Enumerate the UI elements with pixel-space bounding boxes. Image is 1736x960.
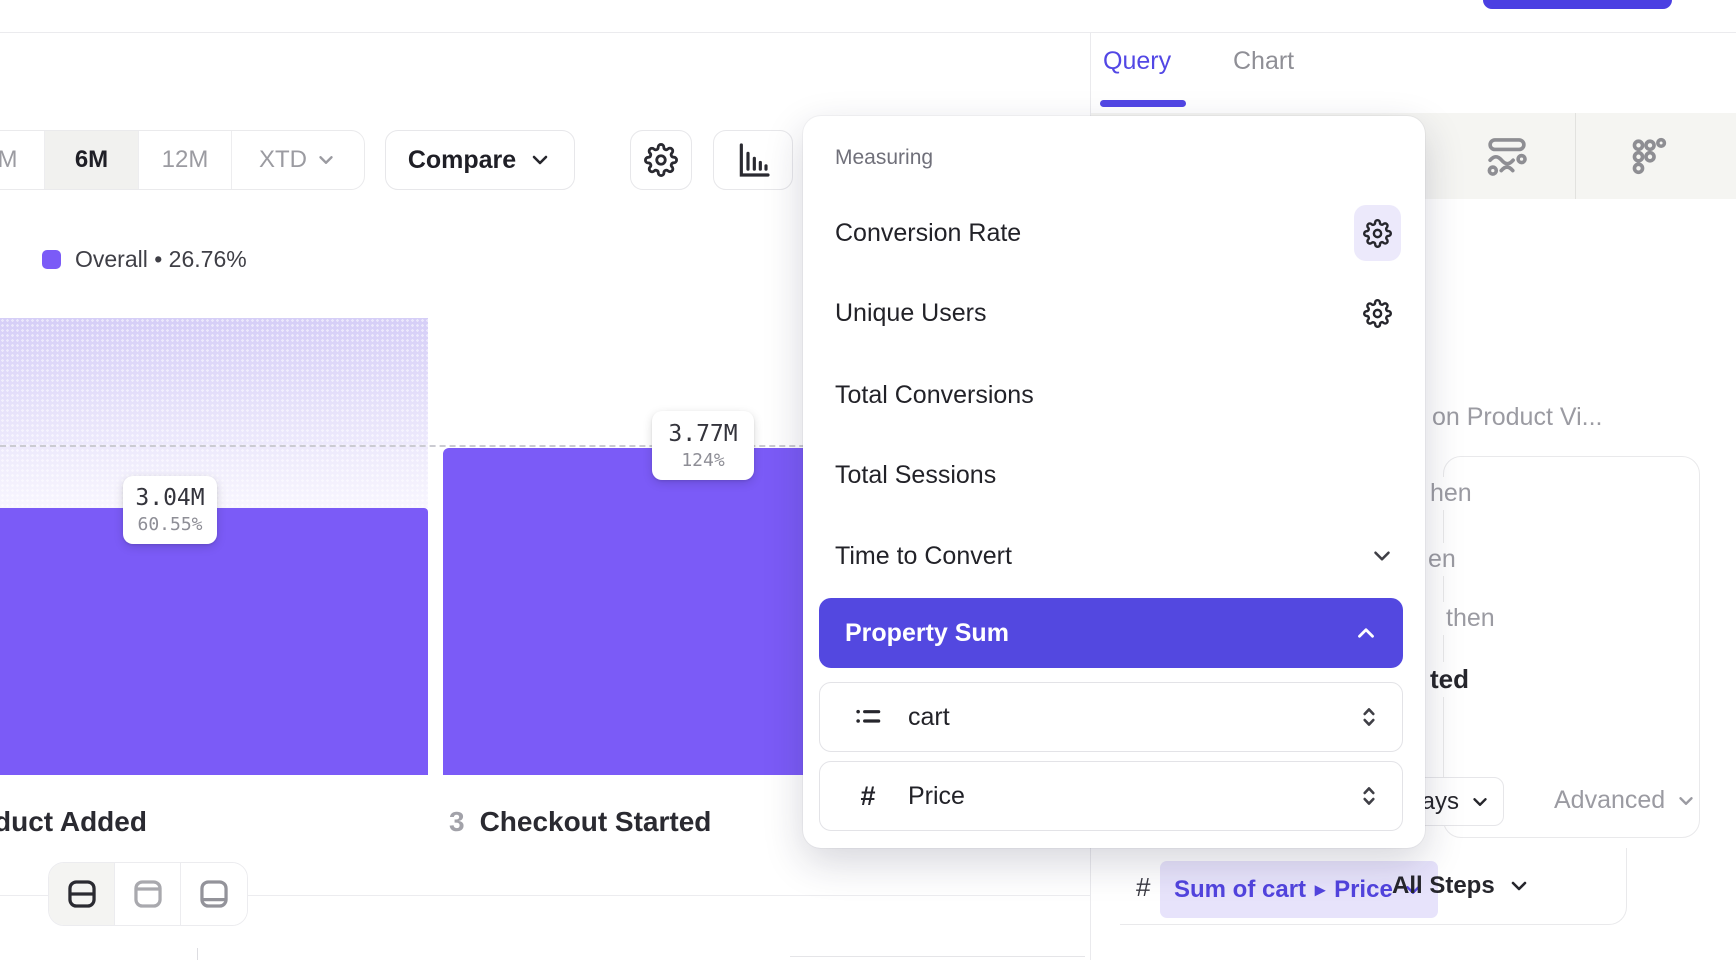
table-tick-fragment — [197, 948, 198, 960]
layout-bottom-bar-button[interactable] — [181, 863, 247, 925]
chart-settings-button[interactable] — [630, 130, 692, 190]
funnel-bar-ghost-product-added — [0, 318, 428, 508]
tab-query-underline — [1100, 100, 1186, 107]
date-range-segmented-control: M 6M 12M XTD — [0, 130, 365, 190]
property-select-cart[interactable]: cart — [819, 682, 1403, 752]
top-bar-icon — [133, 880, 162, 908]
chevron-up-icon — [1353, 620, 1379, 646]
layout-toggle-group — [48, 862, 248, 926]
tab-chart[interactable]: Chart — [1233, 47, 1295, 75]
chevron-down-icon — [1675, 790, 1697, 812]
numeric-type-icon: # — [1136, 872, 1151, 902]
dots-grid-icon — [1632, 137, 1667, 175]
gear-icon — [1363, 298, 1392, 328]
header-divider — [0, 32, 1736, 33]
legend-swatch — [42, 250, 61, 269]
funnel-bars-icon — [733, 140, 773, 180]
split-horizontal-icon — [67, 880, 96, 908]
menu-item-unique-users[interactable]: Unique Users — [835, 285, 1401, 341]
chevron-down-icon — [315, 149, 337, 171]
menu-item-total-sessions[interactable]: Total Sessions — [835, 460, 997, 489]
hash-icon: # — [860, 780, 876, 811]
step-label-checkout-started: 3 Checkout Started — [449, 806, 712, 837]
step-label-product-added: duct Added — [0, 806, 147, 837]
breadcrumb-arrow-icon: ▸ — [1315, 879, 1326, 901]
unique-users-settings-button[interactable] — [1354, 285, 1401, 341]
legend: Overall • 26.76% — [42, 246, 247, 273]
menu-item-time-to-convert[interactable]: Time to Convert — [835, 528, 1401, 584]
table-divider-fragment — [790, 956, 1085, 957]
all-steps-selector[interactable]: All Steps — [1392, 872, 1531, 900]
card-edge-mask — [1444, 476, 1456, 820]
popover-title: Measuring — [835, 146, 934, 169]
range-6m-button[interactable]: 6M — [45, 131, 139, 189]
step-row-fragment: then — [1441, 602, 1500, 635]
layout-split-horizontal-button[interactable] — [49, 863, 115, 925]
chart-bottom-divider — [0, 895, 1090, 896]
gear-icon — [644, 143, 678, 177]
select-updown-icon — [1356, 783, 1382, 809]
value-label-product-added: 3.04M 60.55% — [123, 476, 217, 544]
header-primary-button[interactable] — [1483, 0, 1672, 9]
funnel-steps-card — [1443, 456, 1700, 838]
reference-dashed-line — [0, 445, 1085, 447]
measuring-popover: Measuring Conversion Rate Unique Users T… — [803, 116, 1425, 848]
chevron-down-icon — [528, 148, 552, 172]
list-property-icon — [850, 701, 886, 733]
gear-icon — [1363, 218, 1392, 248]
tab-query[interactable]: Query — [1103, 47, 1172, 75]
bottom-bar-icon — [200, 880, 228, 908]
menu-item-property-sum-selected[interactable]: Property Sum — [819, 598, 1403, 668]
query-heading-fragment: on Product Vi... — [1432, 403, 1603, 431]
step-row-fragment: hen — [1425, 477, 1477, 510]
range-m-button[interactable]: M — [0, 131, 45, 189]
layout-top-bar-button[interactable] — [115, 863, 181, 925]
menu-item-total-conversions[interactable]: Total Conversions — [835, 380, 1034, 409]
range-xtd-button[interactable]: XTD — [232, 131, 364, 189]
menu-item-conversion-rate[interactable]: Conversion Rate — [835, 205, 1401, 261]
flow-format-icon — [1487, 138, 1527, 176]
sub-property-select-price[interactable]: # Price — [819, 761, 1403, 831]
funnel-chart-type-button[interactable] — [713, 130, 793, 190]
chevron-down-icon — [1469, 791, 1491, 813]
funnel-bar-product-added[interactable] — [0, 508, 428, 775]
chevron-down-icon — [1369, 543, 1395, 569]
funnel-bar-checkout-started[interactable] — [443, 448, 863, 775]
advanced-button[interactable]: Advanced — [1554, 786, 1697, 815]
chevron-down-icon — [1402, 879, 1424, 901]
flow-format-button[interactable] — [1437, 113, 1577, 199]
range-12m-button[interactable]: 12M — [139, 131, 232, 189]
chevron-down-icon — [1507, 874, 1531, 898]
dots-grid-button[interactable] — [1580, 113, 1720, 199]
value-label-checkout-started: 3.77M 124% — [652, 411, 754, 480]
step-row-fragment: ted — [1425, 662, 1474, 697]
step-row-fragment: en — [1423, 543, 1461, 576]
sum-of-cart-price-chip[interactable]: Sum of cart ▸ Price — [1160, 861, 1438, 918]
compare-button[interactable]: Compare — [385, 130, 575, 190]
select-updown-icon — [1356, 704, 1382, 730]
conversion-rate-settings-button[interactable] — [1354, 205, 1401, 261]
panel-toolbar-divider — [1575, 113, 1576, 199]
legend-label: Overall • 26.76% — [75, 246, 247, 272]
